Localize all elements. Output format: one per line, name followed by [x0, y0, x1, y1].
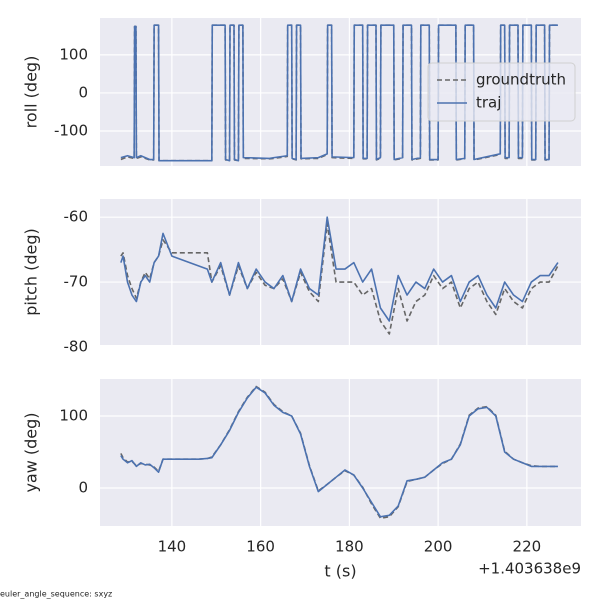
plot-area — [100, 199, 581, 345]
x-offset-label: +1.403638e9 — [478, 560, 581, 578]
plot-lines — [120, 24, 558, 162]
plot-area — [100, 379, 581, 526]
y-tick-label: 100 — [59, 407, 88, 425]
y-tick-label: 100 — [59, 45, 88, 63]
x-tick-label: 200 — [424, 538, 453, 556]
y-tick-label: 0 — [78, 83, 88, 101]
y-axis-label: pitch (deg) — [22, 228, 41, 316]
y-tick-label: -100 — [54, 121, 88, 139]
y-axis-label: yaw (deg) — [22, 412, 41, 492]
data-line — [120, 216, 559, 322]
data-line — [120, 386, 558, 518]
y-axis-label: roll (deg) — [22, 56, 41, 129]
x-tick-label: 220 — [513, 538, 542, 556]
data-line — [120, 24, 558, 162]
plot-lines — [120, 385, 558, 520]
legend-label: groundtruth — [476, 71, 566, 89]
footnote: euler_angle_sequence: sxyz — [0, 590, 112, 599]
plot-lines — [120, 216, 559, 335]
y-tick-label: 0 — [78, 478, 88, 496]
x-tick-label: 160 — [246, 538, 275, 556]
legend-label: traj — [476, 94, 501, 112]
x-tick-label: 140 — [158, 538, 187, 556]
x-axis-label: t (s) — [324, 562, 356, 581]
x-tick-label: 180 — [335, 538, 364, 556]
y-tick-label: -80 — [64, 337, 89, 355]
y-tick-label: -60 — [64, 208, 89, 226]
legend-box — [427, 62, 576, 122]
y-tick-label: -70 — [64, 273, 89, 291]
